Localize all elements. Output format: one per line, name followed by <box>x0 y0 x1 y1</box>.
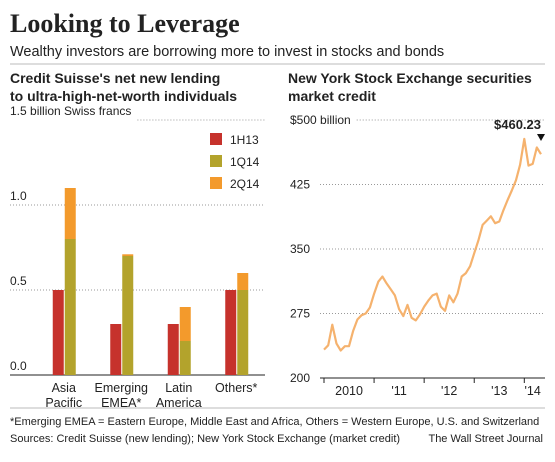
page-subtitle: Wealthy investors are borrowing more to … <box>10 44 444 60</box>
bar <box>64 239 76 375</box>
annotation: $460.23 <box>494 117 541 132</box>
footnote: *Emerging EMEA = Eastern Europe, Middle … <box>10 416 539 428</box>
legend-swatch <box>210 133 222 145</box>
bar <box>64 188 76 239</box>
line <box>323 137 542 352</box>
x-tick-label: America <box>156 396 202 410</box>
x-tick-label: Others* <box>215 381 258 395</box>
bar <box>179 341 191 375</box>
bar <box>52 290 64 375</box>
chart-title: to ultra-high-net-worth individuals <box>10 88 237 104</box>
y-tick-label: 0.0 <box>10 359 27 373</box>
y-tick-label: 1.5 billion Swiss francs <box>10 104 131 118</box>
x-tick-label: EMEA* <box>101 396 141 410</box>
bar <box>122 254 134 256</box>
y-tick-label: 350 <box>290 242 310 256</box>
x-tick-label: Asia <box>52 381 76 395</box>
legend-label: 1Q14 <box>230 155 260 169</box>
bar <box>237 273 249 290</box>
bar <box>122 256 134 375</box>
y-tick-label: $500 billion <box>290 113 351 127</box>
sources: Sources: Credit Suisse (new lending); Ne… <box>10 433 400 445</box>
chart-title: market credit <box>288 88 376 104</box>
x-tick-label: '11 <box>391 384 406 398</box>
y-tick-label: 1.0 <box>10 189 27 203</box>
x-tick-label: '13 <box>491 384 507 398</box>
x-tick-label: 2010 <box>335 384 363 398</box>
bar <box>225 290 237 375</box>
bar <box>110 324 122 375</box>
chart-title: Credit Suisse's net new lending <box>10 70 220 86</box>
y-tick-label: 0.5 <box>10 274 27 288</box>
chart-title: New York Stock Exchange securities <box>288 70 532 86</box>
legend-swatch <box>210 177 222 189</box>
legend-label: 2Q14 <box>230 177 260 191</box>
legend-label: 1H13 <box>230 133 259 147</box>
page-title: Looking to Leverage <box>10 9 240 38</box>
y-tick-label: 425 <box>290 178 310 192</box>
annotation-pointer <box>537 134 545 141</box>
x-tick-label: Emerging <box>95 381 149 395</box>
y-tick-label: 200 <box>290 371 310 385</box>
x-tick-label: '14 <box>525 384 541 398</box>
bar <box>179 307 191 341</box>
x-tick-label: '12 <box>441 384 457 398</box>
legend-swatch <box>210 155 222 167</box>
x-tick-label: Latin <box>165 381 192 395</box>
credit: The Wall Street Journal <box>428 433 543 445</box>
bar <box>167 324 179 375</box>
bar <box>237 290 249 375</box>
y-tick-label: 275 <box>290 307 310 321</box>
x-tick-label: Pacific <box>45 396 82 410</box>
